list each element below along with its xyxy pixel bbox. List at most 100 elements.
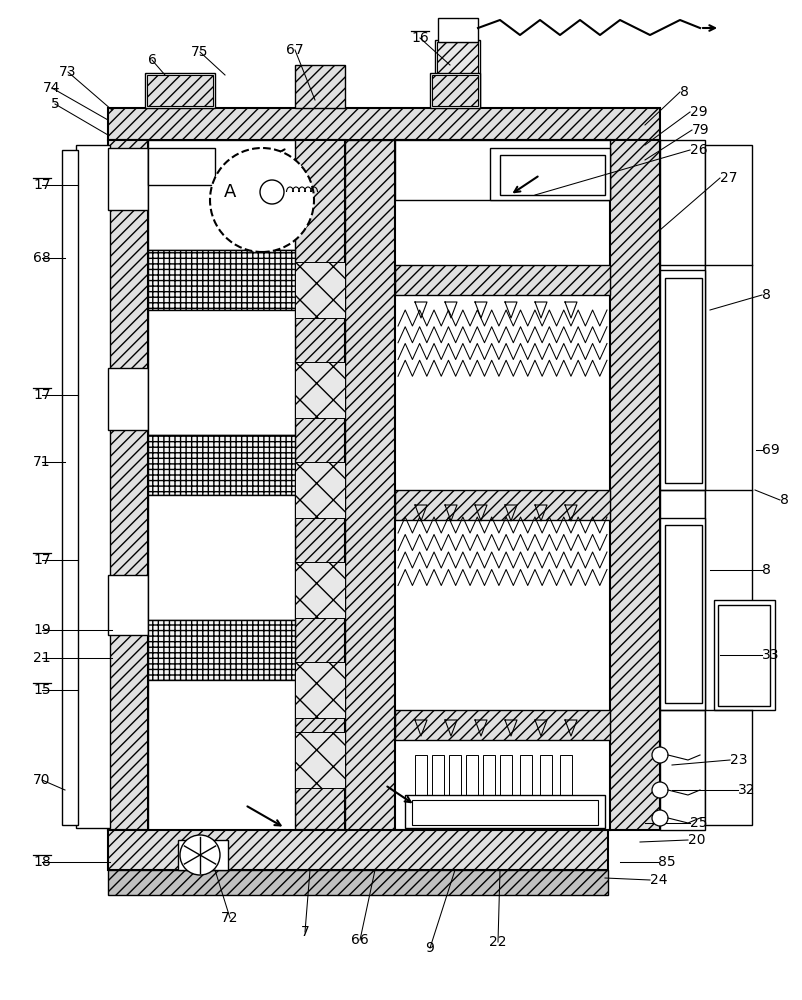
- Bar: [560, 755, 572, 820]
- Text: 23: 23: [730, 753, 747, 767]
- Text: 73: 73: [59, 65, 77, 79]
- Bar: [395, 490, 610, 520]
- Circle shape: [652, 810, 668, 826]
- Bar: [295, 462, 345, 518]
- Text: 71: 71: [33, 455, 51, 469]
- Text: 69: 69: [762, 443, 780, 457]
- Text: 17: 17: [33, 178, 51, 192]
- Text: 22: 22: [489, 935, 507, 949]
- Bar: [295, 65, 345, 108]
- Bar: [148, 140, 295, 250]
- Bar: [718, 605, 770, 706]
- Bar: [108, 108, 660, 140]
- Bar: [108, 575, 148, 635]
- Text: 75: 75: [191, 45, 209, 59]
- Bar: [145, 73, 215, 108]
- Bar: [395, 265, 610, 295]
- Bar: [148, 495, 295, 620]
- Text: 66: 66: [351, 933, 369, 947]
- Bar: [483, 755, 495, 820]
- Bar: [148, 148, 215, 185]
- Bar: [148, 310, 295, 435]
- Circle shape: [652, 782, 668, 798]
- Text: 33: 33: [762, 648, 780, 662]
- Bar: [449, 755, 461, 820]
- Bar: [108, 148, 148, 210]
- Text: 8: 8: [762, 288, 771, 302]
- Bar: [660, 270, 705, 490]
- Bar: [435, 40, 480, 108]
- Text: 17: 17: [33, 553, 51, 567]
- Circle shape: [260, 180, 284, 204]
- Text: 8: 8: [680, 85, 689, 99]
- Text: 68: 68: [33, 251, 51, 265]
- Bar: [714, 600, 775, 710]
- Bar: [395, 140, 610, 200]
- Bar: [660, 518, 705, 710]
- Bar: [665, 278, 702, 483]
- Bar: [108, 368, 148, 430]
- Bar: [500, 155, 605, 195]
- Bar: [148, 435, 295, 495]
- Bar: [295, 140, 345, 830]
- Text: 5: 5: [51, 97, 59, 111]
- Bar: [665, 525, 702, 703]
- Text: 7: 7: [301, 925, 310, 939]
- Text: 67: 67: [286, 43, 304, 57]
- Text: 70: 70: [33, 773, 51, 787]
- Text: A: A: [224, 183, 236, 201]
- Text: 8: 8: [780, 493, 789, 507]
- Circle shape: [652, 747, 668, 763]
- Bar: [345, 140, 395, 830]
- Text: 85: 85: [658, 855, 675, 869]
- Bar: [295, 662, 345, 718]
- Bar: [295, 732, 345, 788]
- Bar: [430, 73, 480, 108]
- Bar: [705, 145, 752, 825]
- Bar: [148, 680, 295, 830]
- Text: 27: 27: [720, 171, 738, 185]
- Bar: [62, 150, 78, 825]
- Text: 9: 9: [426, 941, 435, 955]
- Text: 19: 19: [33, 623, 51, 637]
- Bar: [108, 140, 148, 830]
- Bar: [438, 18, 478, 42]
- Bar: [490, 148, 610, 200]
- Bar: [148, 620, 295, 680]
- Text: 6: 6: [148, 53, 156, 67]
- Circle shape: [180, 835, 220, 875]
- Text: 26: 26: [690, 143, 707, 157]
- Circle shape: [210, 148, 314, 252]
- Bar: [412, 800, 598, 825]
- Text: 29: 29: [690, 105, 707, 119]
- Bar: [608, 140, 660, 830]
- Text: 16: 16: [411, 31, 429, 45]
- Bar: [147, 75, 213, 106]
- Text: 17: 17: [33, 388, 51, 402]
- Bar: [437, 42, 478, 106]
- Bar: [108, 870, 608, 895]
- Text: 18: 18: [33, 855, 51, 869]
- Bar: [415, 755, 427, 820]
- Bar: [295, 362, 345, 418]
- Text: 79: 79: [692, 123, 710, 137]
- Bar: [295, 562, 345, 618]
- Bar: [295, 262, 345, 318]
- Text: 24: 24: [650, 873, 667, 887]
- Bar: [395, 140, 610, 830]
- Bar: [148, 250, 295, 310]
- Text: 20: 20: [688, 833, 706, 847]
- Text: 8: 8: [762, 563, 771, 577]
- Bar: [520, 755, 532, 820]
- Bar: [432, 75, 478, 106]
- Text: 74: 74: [43, 81, 61, 95]
- Bar: [500, 755, 512, 820]
- Bar: [395, 710, 610, 740]
- Bar: [108, 830, 608, 870]
- Bar: [76, 145, 110, 828]
- Bar: [432, 755, 444, 820]
- Bar: [405, 795, 605, 828]
- Text: 72: 72: [221, 911, 239, 925]
- Text: 15: 15: [33, 683, 51, 697]
- Bar: [178, 840, 228, 870]
